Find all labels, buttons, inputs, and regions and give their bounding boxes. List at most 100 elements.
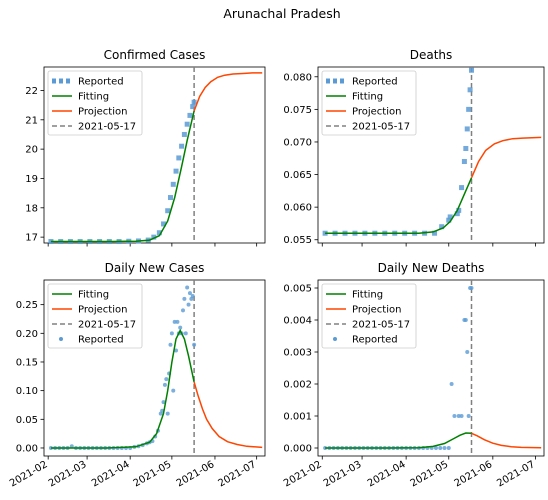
legend-label: Projection <box>352 107 401 118</box>
fitting-line <box>50 110 195 243</box>
legend-label: Fitting <box>352 92 383 103</box>
reported-marker <box>187 112 193 118</box>
reported-point <box>174 348 179 353</box>
y-tick-label: 20 <box>25 145 38 156</box>
legend: Reported Fitting Projection 2021-05-17 <box>47 70 143 136</box>
projection-line <box>193 72 263 112</box>
fitting-line <box>325 432 472 449</box>
y-tick-label: 0.001 <box>283 412 312 423</box>
x-tick-label: 2021-04 <box>90 459 132 489</box>
reported-point <box>183 331 188 336</box>
legend-label: Reported <box>78 77 124 88</box>
y-tick-label: 17 <box>25 233 38 244</box>
reported-point <box>192 342 197 347</box>
reported-point <box>456 414 461 418</box>
reported-point <box>169 331 174 336</box>
reported-marker <box>191 99 197 105</box>
legend-label: Reported <box>352 335 398 346</box>
legend-label: 2021-05-17 <box>352 122 410 133</box>
subplot-title: Deaths <box>410 48 453 62</box>
x-tick-label: 2021-07 <box>216 459 258 489</box>
x-tick-label: 2021-04 <box>366 459 408 489</box>
legend-box <box>47 283 143 349</box>
reported-point <box>175 319 180 324</box>
figure-title: Arunachal Pradesh <box>223 6 340 21</box>
subplot-title: Confirmed Cases <box>104 48 206 62</box>
reported-marker <box>456 207 462 213</box>
y-tick-label: 0.10 <box>16 386 38 397</box>
reported-point <box>466 414 471 418</box>
subplot-4: Daily New Deaths 0.000 0.001 0.002 0.003 0.00… <box>282 261 545 489</box>
legend-label: Reported <box>352 77 398 88</box>
reported-point <box>178 325 183 330</box>
reported-point <box>469 286 474 290</box>
legend-label: 2021-05-17 <box>78 122 136 133</box>
reported-point <box>165 411 170 416</box>
reported-marker <box>179 143 185 149</box>
reported-point <box>164 377 169 382</box>
y-tick-label: 0.060 <box>283 203 312 214</box>
reported-point <box>186 302 191 307</box>
reported-marker <box>176 155 182 161</box>
y-tick-label: 0.05 <box>16 415 38 426</box>
reported-marker <box>156 230 162 236</box>
y-tick-label: 19 <box>25 174 38 185</box>
y-tick-label: 0.004 <box>283 316 312 327</box>
y-tick-label: 0.002 <box>283 380 312 391</box>
reported-point <box>171 388 176 393</box>
x-tick-label: 2021-02 <box>282 459 324 489</box>
x-tick-label: 2021-06 <box>175 459 217 489</box>
reported-point <box>161 400 166 405</box>
reported-point <box>465 350 470 354</box>
x-tick-label: 2021-02 <box>8 459 50 489</box>
reported-point <box>190 294 195 299</box>
y-tick-label: 0.070 <box>283 137 312 148</box>
subplot-2: Deaths 0.055 0.060 0.065 0.070 0.075 0.080 Repo… <box>283 48 545 247</box>
reported-marker <box>454 211 460 217</box>
projection-line <box>193 381 263 449</box>
y-tick-label: 0.20 <box>16 329 38 340</box>
reported-point <box>452 414 457 418</box>
subplot-3: Daily New Cases 0.00 0.05 0.10 0.15 0.20 0.25 2… <box>8 261 266 489</box>
reported-marker <box>173 168 179 174</box>
reported-marker <box>184 121 190 127</box>
reported-marker <box>190 104 196 110</box>
fitting-line <box>325 177 473 234</box>
y-tick-label: 0.25 <box>16 300 38 311</box>
subplot-1: Confirmed Cases 17 18 19 20 21 22 Reported Fitti… <box>25 48 266 247</box>
reported-point <box>433 446 438 450</box>
reported-point <box>162 382 167 387</box>
reported-marker <box>161 221 167 227</box>
y-tick-label: 21 <box>25 115 38 126</box>
legend: Fitting Projection 2021-05-17 Reported <box>47 283 143 349</box>
reported-marker <box>459 185 465 191</box>
y-tick-label: 0.005 <box>283 284 312 295</box>
fitting-line <box>50 328 195 449</box>
y-tick-label: 0.080 <box>283 72 312 83</box>
reported-point <box>438 446 443 450</box>
reported-marker <box>461 159 467 165</box>
y-tick-label: 0.000 <box>283 444 312 455</box>
reported-point <box>180 308 185 313</box>
reported-point <box>182 296 187 301</box>
reported-point <box>442 446 447 450</box>
reported-point <box>463 318 468 322</box>
reported-marker <box>446 217 452 223</box>
x-tick-label: 2021-07 <box>495 459 537 489</box>
legend-label: 2021-05-17 <box>352 320 410 331</box>
x-tick-label: 2021-06 <box>453 459 495 489</box>
reported-point <box>168 342 173 347</box>
legend-box <box>321 70 417 136</box>
reported-point <box>185 285 190 290</box>
x-tick-label: 2021-05 <box>409 459 451 489</box>
y-tick-label: 22 <box>25 86 38 97</box>
legend-box <box>47 70 143 136</box>
legend-label: Projection <box>78 107 127 118</box>
legend-label: Projection <box>78 305 127 316</box>
y-tick-label: 0.075 <box>283 105 312 116</box>
reported-marker <box>439 224 445 230</box>
y-tick-label: 0.065 <box>283 170 312 181</box>
y-tick-label: 18 <box>25 203 38 214</box>
reported-marker <box>466 106 472 112</box>
